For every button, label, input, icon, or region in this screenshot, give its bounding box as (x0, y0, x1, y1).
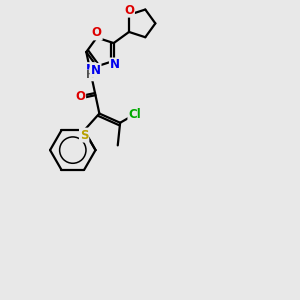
Text: N: N (91, 64, 100, 77)
Text: O: O (75, 90, 85, 103)
Text: H: H (86, 70, 95, 80)
Text: Cl: Cl (128, 108, 141, 121)
Text: N: N (110, 58, 120, 71)
Text: N: N (85, 63, 96, 76)
Text: O: O (124, 4, 134, 17)
Text: S: S (80, 129, 88, 142)
Text: O: O (92, 26, 102, 39)
